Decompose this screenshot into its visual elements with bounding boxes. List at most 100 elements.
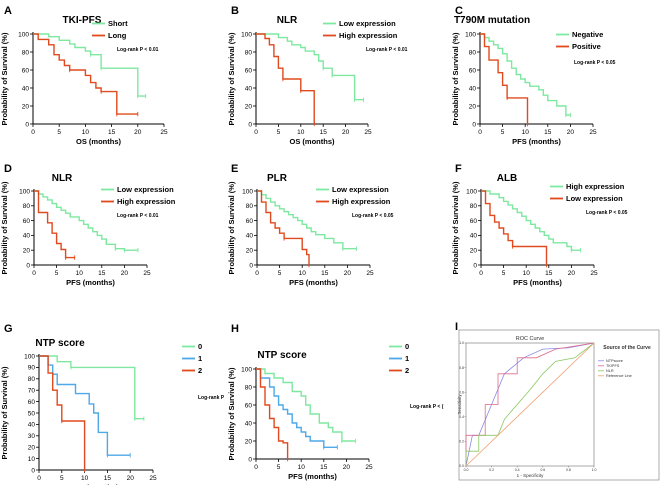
x-tick-label: 0.4 — [515, 468, 520, 472]
x-tick-label: 0 — [255, 270, 259, 277]
x-tick-label: 15 — [104, 475, 112, 482]
x-tick-label: 5 — [501, 129, 505, 136]
survival-curve-1 — [33, 33, 146, 97]
y-axis-label: Probability of Survival (%) — [0, 181, 9, 274]
legend-label: Positive — [572, 42, 601, 51]
x-tick-label: 0.8 — [566, 468, 571, 472]
legend-label: 0 — [405, 342, 409, 351]
logrank-annotation: Log-rank P < 0.05 — [574, 60, 616, 66]
panel-title: ALB — [497, 173, 518, 184]
y-tick-label: 100 — [19, 188, 30, 195]
panel-label: C — [455, 5, 463, 17]
y-tick-label: 0 — [473, 262, 477, 269]
legend-label: Low expression — [117, 185, 174, 194]
y-tick-label: 80 — [23, 203, 31, 210]
x-tick-label: 15 — [108, 129, 116, 136]
y-tick-label: 0 — [248, 121, 252, 128]
y-tick-label: 0 — [25, 121, 29, 128]
y-axis-label: Probability of Survival (%) — [227, 32, 236, 125]
roc-plot-area — [465, 342, 595, 467]
x-tick-label: 0.6 — [540, 468, 545, 472]
survival-curve-2 — [256, 33, 315, 124]
legend-label: 1 — [198, 354, 202, 363]
y-tick-label: 40 — [22, 85, 30, 92]
logrank-annotation: Log-rank P < 0.05 — [352, 213, 394, 219]
y-tick-label: 0 — [31, 467, 35, 474]
x-tick-label: 0 — [37, 475, 41, 482]
y-tick-label: 20 — [245, 103, 253, 110]
x-tick-label: 25 — [143, 270, 151, 277]
panel-label: E — [231, 163, 238, 175]
x-tick-label: 0 — [254, 129, 258, 136]
x-tick-label: 15 — [320, 464, 328, 471]
legend-label: Low expression — [566, 194, 623, 203]
x-axis-label: PFS (months) — [512, 137, 561, 146]
y-tick-label: 80 — [470, 203, 478, 210]
panel-label: A — [4, 5, 12, 17]
x-axis-label: PFS (months) — [66, 278, 115, 287]
roc-legend-label: NLR — [606, 369, 614, 373]
y-tick-label: 20 — [22, 103, 30, 110]
x-tick-label: 0.0 — [464, 468, 469, 472]
y-tick-label: 20 — [470, 248, 478, 255]
y-tick-label: 0 — [472, 121, 476, 128]
roc-curve-3 — [465, 342, 595, 466]
x-tick-label: 0 — [32, 270, 36, 277]
x-tick-label: 5 — [278, 270, 282, 277]
y-tick-label: 40 — [28, 422, 36, 429]
x-tick-label: 15 — [544, 129, 552, 136]
y-tick-label: 100 — [242, 188, 253, 195]
y-tick-label: 80 — [246, 203, 254, 210]
x-tick-label: 20 — [344, 270, 352, 277]
survival-curve-3 — [39, 355, 86, 470]
y-tick-label: 80 — [22, 49, 30, 56]
legend-label: 2 — [405, 366, 409, 375]
roc-frame — [458, 329, 660, 481]
legend-label: 0 — [198, 342, 202, 351]
x-tick-label: 15 — [98, 270, 106, 277]
y-tick-label: 100 — [241, 366, 252, 373]
y-tick-label: 0.8 — [459, 366, 464, 370]
y-tick-label: 0.2 — [459, 440, 464, 444]
x-tick-label: 10 — [297, 129, 305, 136]
logrank-annotation: Log-rank P < 0.05 — [586, 210, 628, 216]
y-tick-label: 60 — [470, 218, 478, 225]
panel-b: B NLR 0 20 40 60 80 100 0 5 10 15 20 25 OS (months) Pro… — [227, 5, 408, 146]
panel-title: NTP score — [257, 350, 307, 361]
roc-legend-title: Source of the Curve — [603, 345, 651, 351]
panel-i: I ROC Curve 0.0 0.2 0.4 0.6 0.8 1.0 0.0 0.2 0.4 0.6… — [455, 321, 660, 481]
y-tick-label: 1.0 — [459, 341, 464, 345]
legend-label: 1 — [405, 354, 409, 363]
x-tick-label: 10 — [81, 475, 89, 482]
legend-label: High expression — [117, 197, 176, 206]
x-tick-label: 25 — [364, 129, 372, 136]
legend-label: Low expression — [339, 19, 396, 28]
survival-curve-1 — [481, 190, 581, 251]
survival-curve-2 — [257, 190, 310, 265]
panel-title: T790M mutation — [454, 15, 530, 26]
panel-title: PLR — [267, 173, 288, 184]
y-tick-label: 90 — [28, 365, 36, 372]
x-tick-label: 20 — [567, 129, 575, 136]
y-tick-label: 100 — [466, 188, 477, 195]
panel-label: F — [455, 163, 462, 175]
panel-label: D — [4, 163, 12, 175]
y-tick-label: 60 — [245, 402, 253, 409]
y-axis-label: Probability of Survival (%) — [451, 32, 460, 125]
x-tick-label: 5 — [277, 129, 281, 136]
legend-label: Long — [108, 31, 127, 40]
survival-curve-2 — [39, 355, 131, 456]
survival-curve-2 — [33, 33, 138, 115]
y-tick-label: 0 — [26, 262, 30, 269]
roc-legend-label: NTPscore — [606, 359, 623, 363]
y-tick-label: 20 — [469, 103, 477, 110]
y-tick-label: 0.6 — [459, 390, 464, 394]
x-tick-label: 10 — [522, 129, 530, 136]
x-axis-label: PFS (months) — [288, 472, 337, 481]
y-tick-label: 60 — [28, 399, 36, 406]
roc-legend-label: TKIPFS — [606, 364, 620, 368]
logrank-annotation: Log-rank P — [198, 395, 225, 401]
x-tick-label: 25 — [365, 464, 373, 471]
panel-f: F ALB 0 20 40 60 80 100 0 5 10 15 20 25 PFS (months) Pr… — [451, 163, 628, 287]
panel-d: D NLR 0 20 40 60 80 100 0 5 10 15 20 25 PFS (months) Pr… — [0, 163, 176, 287]
